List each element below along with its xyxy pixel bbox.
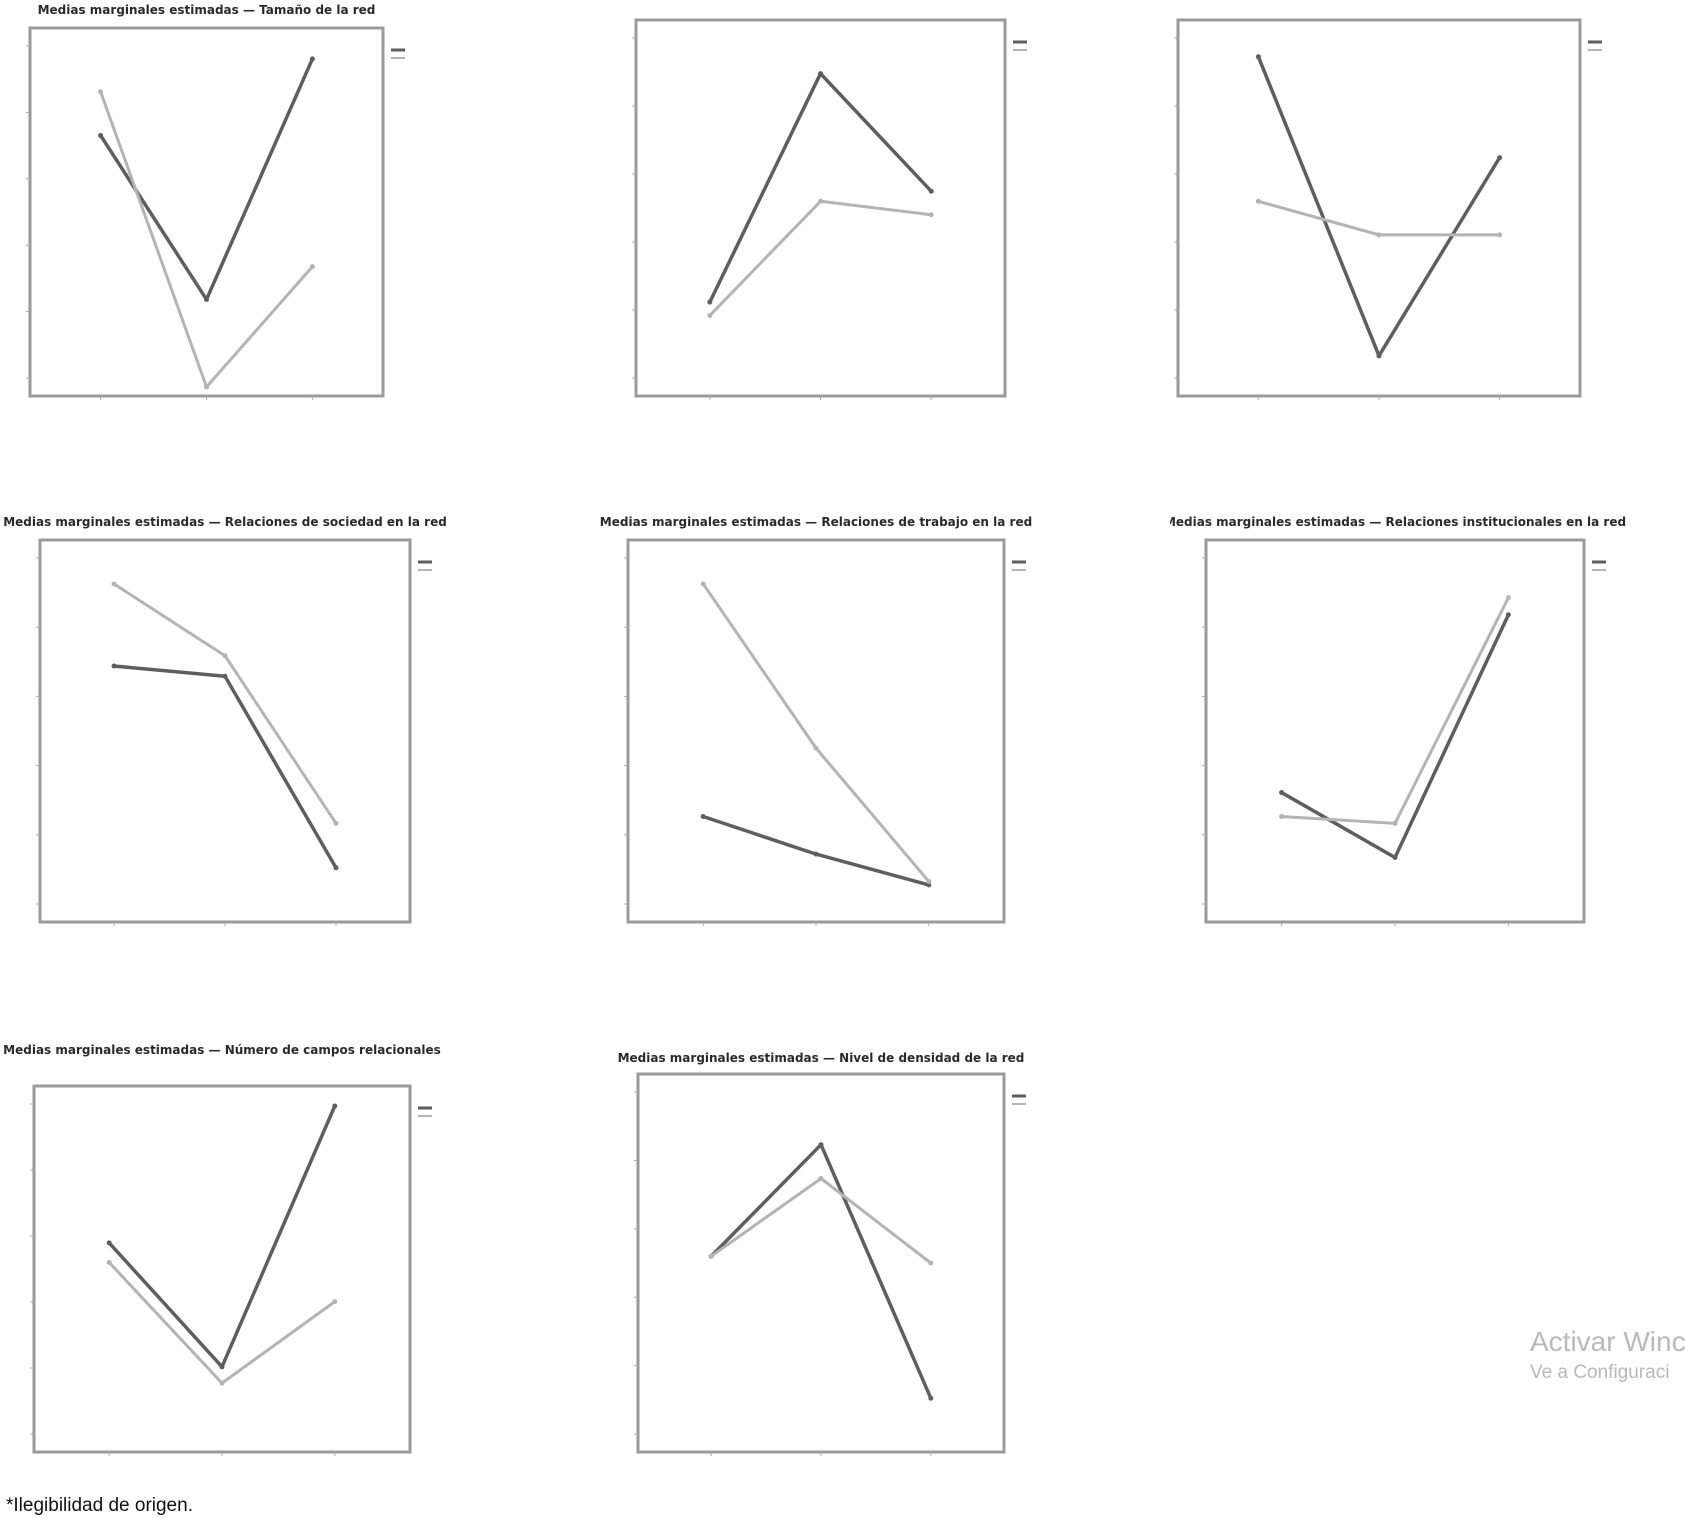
series-1-point (928, 1395, 934, 1401)
chart-8: Medias marginales estimadas — Nivel de d… (618, 1051, 1026, 1456)
series-2-point (222, 653, 228, 659)
series-1-point (204, 296, 209, 302)
series-2-point (818, 198, 823, 204)
series-2-point (1497, 232, 1503, 238)
series-1-point (813, 851, 819, 857)
chart-4: Medias marginales estimadas — Relaciones… (3, 515, 447, 926)
series-2-point (1376, 232, 1382, 238)
series-2-point (1392, 820, 1398, 826)
series-1-point (707, 299, 713, 305)
series-1-point (106, 1240, 112, 1246)
series-1-point (98, 132, 104, 138)
chart-title: Medias marginales estimadas — Relaciones… (600, 515, 1032, 529)
series-2-point (106, 1259, 112, 1265)
series-1-point (1376, 353, 1382, 359)
series-1-point (700, 814, 706, 819)
series-1-point (818, 71, 823, 77)
series-1-point (111, 663, 117, 669)
chart-6: Medias marginales estimadas — Relaciones… (1170, 515, 1626, 926)
series-2-point (204, 384, 209, 390)
chart-1: Medias marginales estimadas — Tamaño de … (26, 3, 405, 400)
chart-title: Medias marginales estimadas — Relaciones… (1170, 515, 1626, 529)
series-2-point (708, 1253, 714, 1259)
watermark-line-1: Activar Winc (1530, 1326, 1685, 1357)
series-2-point (928, 1260, 934, 1266)
series-2-point (926, 878, 932, 884)
series-1-point (222, 673, 228, 679)
plot-frame (38, 538, 412, 924)
series-2-point (111, 581, 117, 587)
series-1-point (1505, 612, 1511, 618)
series-1-point (1255, 54, 1261, 60)
plot-frame (28, 26, 385, 398)
series-2-point (219, 1380, 225, 1386)
series-2-point (98, 89, 104, 95)
plot-frame (634, 18, 1007, 398)
series-2-point (333, 820, 339, 826)
watermark-line-2: Ve a Configuraci (1530, 1362, 1670, 1383)
activate-windows-watermark: Activar Winc Ve a Configuraci (1530, 1326, 1685, 1384)
plot-frame (636, 1072, 1006, 1454)
chart-7: Medias marginales estimadas — Número de … (3, 1043, 441, 1456)
series-2-point (818, 1176, 824, 1181)
plot-frame (32, 1084, 412, 1454)
series-2-point (1505, 595, 1511, 601)
series-1-point (332, 1103, 338, 1109)
plot-frame (626, 538, 1006, 924)
series-1-point (926, 882, 932, 888)
series-1-point (1497, 155, 1503, 161)
series-1-point (333, 865, 339, 871)
series-1-point (1392, 855, 1398, 861)
series-2-point (1279, 814, 1285, 819)
chart-2 (632, 18, 1027, 400)
chart-title: Medias marginales estimadas — Nivel de d… (618, 1051, 1025, 1065)
series-1-point (928, 188, 934, 194)
plot-frame (1176, 18, 1582, 398)
series-2-point (928, 212, 934, 218)
series-1-point (1279, 790, 1285, 796)
chart-5: Medias marginales estimadas — Relaciones… (600, 515, 1032, 926)
footnote: *Ilegibilidad de origen. (6, 1495, 193, 1516)
series-1-point (309, 56, 315, 62)
series-2-point (707, 313, 713, 319)
series-2-point (1255, 198, 1261, 204)
series-2-point (332, 1299, 338, 1305)
series-2-point (813, 745, 819, 751)
chart-title: Medias marginales estimadas — Número de … (3, 1043, 441, 1057)
series-2-point (309, 264, 315, 270)
chart-title: Medias marginales estimadas — Tamaño de … (38, 3, 376, 17)
series-1-point (818, 1142, 824, 1148)
plot-frame (1204, 538, 1586, 924)
chart-title: Medias marginales estimadas — Relaciones… (3, 515, 447, 529)
chart-3 (1174, 18, 1602, 400)
series-1-point (219, 1364, 225, 1370)
series-2-point (700, 581, 706, 587)
